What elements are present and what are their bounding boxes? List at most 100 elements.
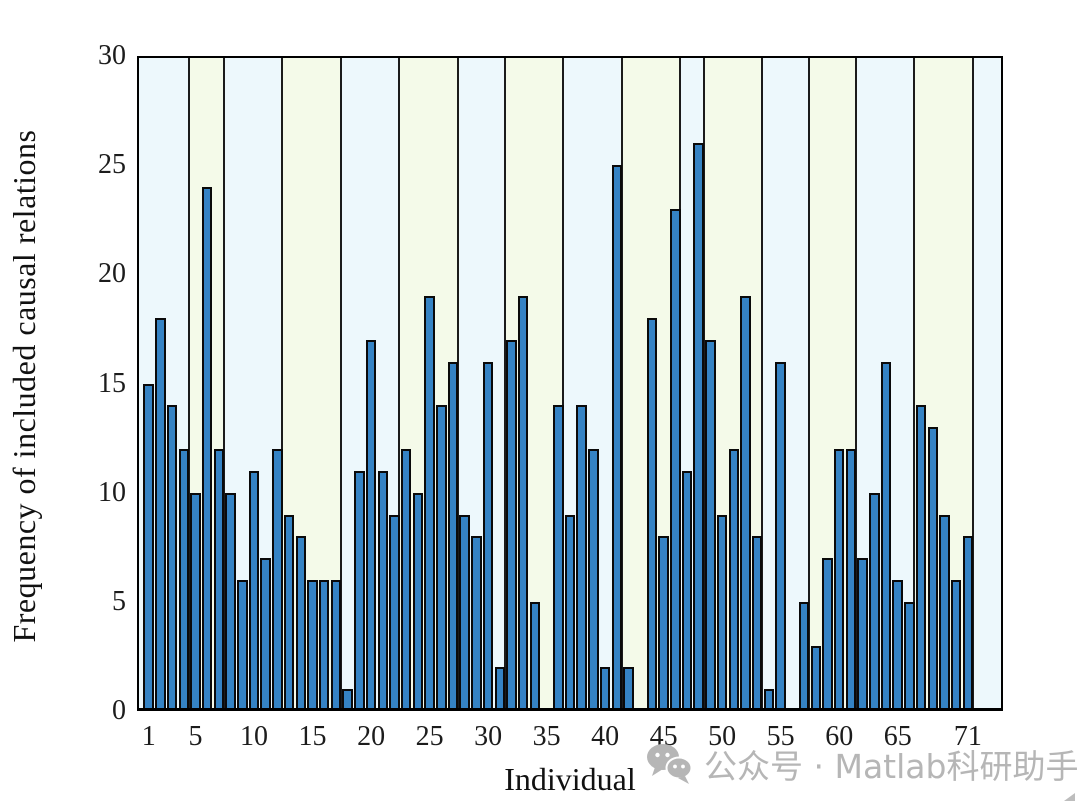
bar — [751, 536, 763, 711]
bar — [447, 361, 459, 711]
bar — [248, 470, 260, 711]
y-tick-label: 15 — [98, 367, 126, 399]
x-tick-label: 65 — [883, 721, 912, 752]
bar — [330, 580, 342, 711]
bar — [564, 514, 576, 711]
bar — [283, 514, 295, 711]
x-tick-label: 25 — [415, 721, 444, 752]
bar — [506, 339, 517, 711]
bar — [213, 449, 225, 711]
bar — [728, 449, 740, 711]
axis-line — [137, 56, 1003, 58]
bar — [190, 492, 201, 711]
y-tick-label: 30 — [98, 40, 126, 71]
watermark-text: 公众号 · Matlab科研助手 — [704, 747, 1079, 786]
bar — [658, 536, 669, 711]
axis-line — [137, 708, 1003, 711]
x-tick-label: 15 — [298, 721, 327, 752]
bar — [623, 667, 634, 711]
y-tick-label: 0 — [112, 695, 126, 726]
bar — [962, 536, 974, 711]
x-tick-label: 1 — [141, 721, 156, 752]
wechat-bubbles-icon — [647, 744, 693, 784]
bar — [599, 667, 611, 711]
bar — [798, 601, 810, 711]
background-band — [763, 56, 810, 711]
bar — [705, 339, 716, 711]
bar — [822, 558, 833, 711]
bar — [939, 514, 950, 711]
bar — [950, 580, 962, 711]
background-band — [973, 56, 1003, 711]
bar — [307, 580, 318, 711]
bar — [693, 143, 704, 711]
y-tick-label: 5 — [112, 585, 126, 617]
bar — [553, 405, 564, 711]
bar — [775, 361, 786, 711]
x-tick-label: 10 — [240, 721, 268, 752]
bar — [611, 165, 623, 711]
y-tick-label: 10 — [98, 476, 126, 508]
bar — [143, 383, 154, 711]
bar — [810, 645, 822, 711]
bar — [166, 405, 178, 711]
bar — [576, 405, 587, 711]
bar — [681, 470, 693, 711]
x-tick-label: 40 — [591, 721, 620, 752]
bar — [354, 470, 365, 711]
bar — [471, 536, 482, 711]
bar — [178, 449, 190, 711]
axis-line — [1001, 56, 1003, 711]
bar — [517, 296, 529, 711]
axis-line — [137, 56, 139, 711]
bar — [225, 492, 236, 711]
x-tick-label: 35 — [532, 721, 561, 752]
bar — [260, 558, 271, 711]
x-tick-label: 30 — [474, 721, 503, 752]
bar — [482, 361, 494, 711]
bar — [833, 449, 845, 711]
bar — [927, 427, 939, 711]
bar — [646, 318, 658, 711]
x-tick-label: 55 — [766, 721, 795, 752]
bar — [529, 601, 541, 711]
bar — [412, 492, 424, 711]
bar — [272, 449, 283, 711]
bar — [424, 296, 435, 711]
bar — [716, 514, 728, 711]
bar — [588, 449, 599, 711]
corner-artifact — [1064, 793, 1075, 801]
x-tick-label: 5 — [188, 721, 203, 752]
bar — [459, 514, 470, 711]
bar — [342, 689, 353, 711]
watermark: 公众号 · Matlab科研助手 — [646, 740, 1078, 788]
bar — [845, 449, 857, 711]
bar — [892, 580, 903, 711]
bar — [740, 296, 751, 711]
x-tick-label: 60 — [825, 721, 854, 752]
x-axis-title: Individual — [504, 761, 636, 797]
bar — [880, 361, 892, 711]
x-tick-label: 71 — [953, 721, 982, 752]
bar — [494, 667, 506, 711]
bar — [237, 580, 248, 711]
y-axis-title: Frequency of included causal relations — [6, 129, 42, 643]
bar — [915, 405, 927, 711]
bar — [389, 514, 400, 711]
bar — [869, 492, 880, 711]
bar — [763, 689, 775, 711]
x-tick-label: 20 — [357, 721, 386, 752]
bar — [365, 339, 377, 711]
y-tick-label: 20 — [98, 258, 126, 290]
bar — [857, 558, 868, 711]
bar — [904, 601, 915, 711]
bar — [670, 208, 681, 711]
bar — [400, 449, 412, 711]
bar — [436, 405, 447, 711]
bar — [295, 536, 307, 711]
bar — [201, 187, 213, 711]
bar — [155, 318, 166, 711]
bar — [377, 470, 389, 711]
plot-area — [137, 56, 1003, 711]
